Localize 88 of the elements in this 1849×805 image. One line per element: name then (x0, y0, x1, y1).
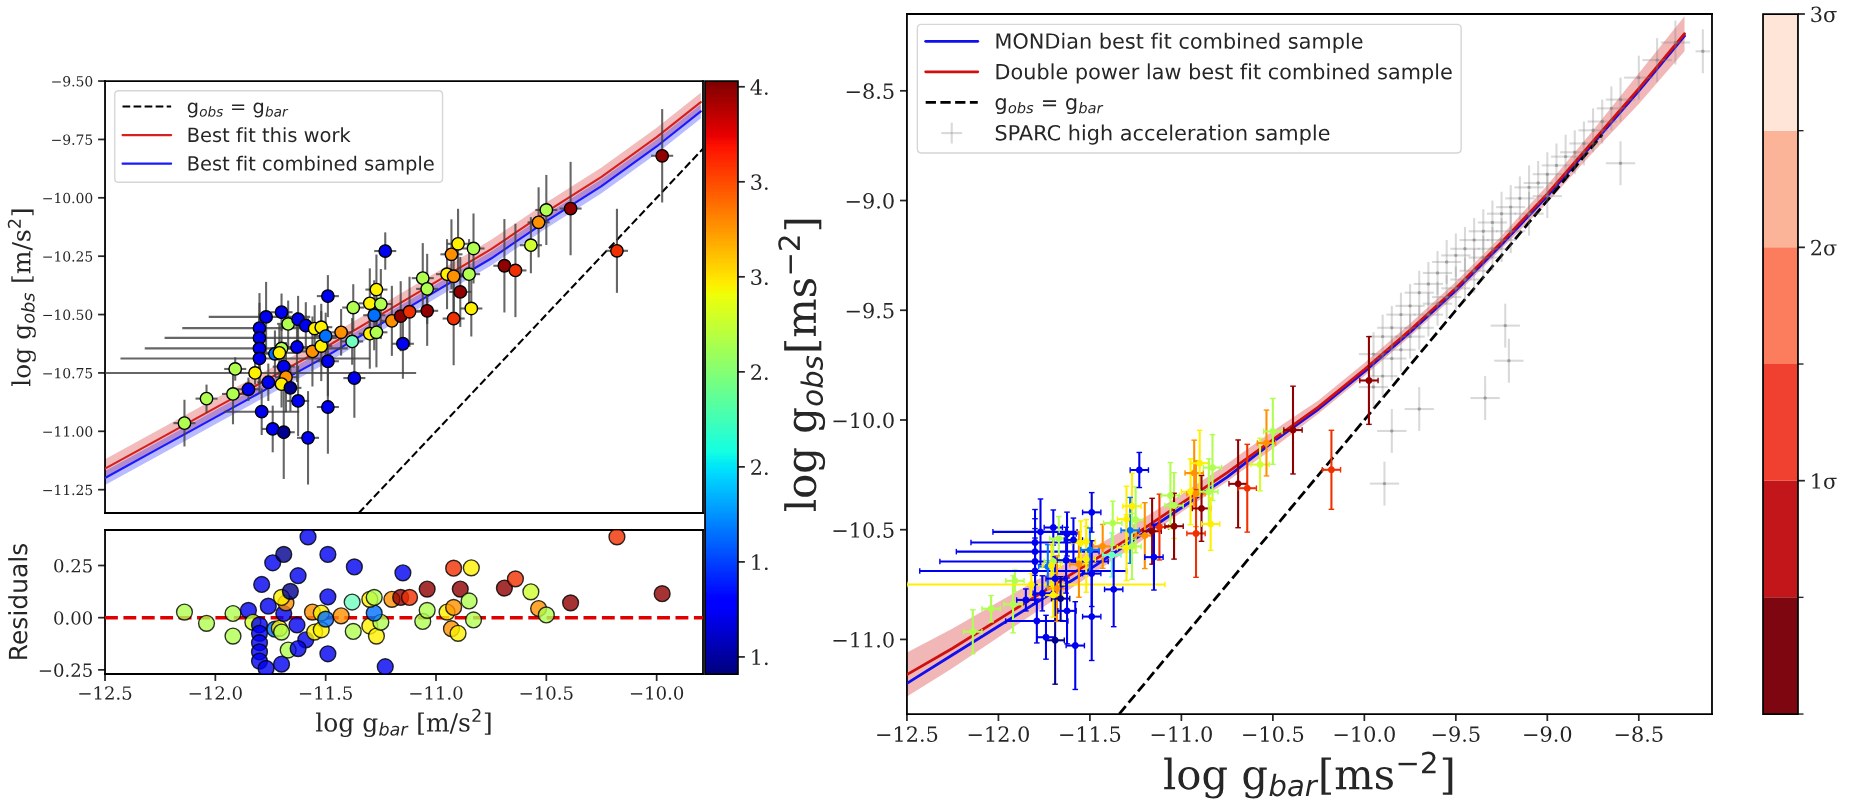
x-tick-label: −11.5 (299, 686, 352, 700)
y-axis-title: Residuals (8, 543, 28, 659)
legend-label: Best fit this work (188, 127, 351, 143)
point (1380, 334, 1385, 339)
y-tick-label: −10.00 (43, 192, 93, 204)
point (1509, 205, 1513, 209)
legend-label: g$_{obs}$ = g$_{bar}$ (187, 102, 289, 118)
point (1408, 304, 1412, 308)
y-tick-label: −9.50 (52, 76, 93, 87)
x-axis-title: log g$_{bar}$[ms$^{−2}$] (1164, 751, 1453, 799)
legend-label: Double power law best fit combined sample (996, 63, 1452, 84)
x-tick-label: −10.0 (630, 686, 684, 700)
y-tick-label: −11.00 (43, 426, 93, 437)
point (1655, 58, 1659, 62)
y-tick-label: −10.50 (43, 309, 93, 321)
color-bar-label: 2. (751, 364, 768, 381)
point (1481, 255, 1485, 260)
point (1444, 295, 1449, 299)
x-tick-label: −11.5 (1060, 726, 1121, 742)
legend-label: MONDian best fit combined sample (996, 32, 1363, 53)
point (1591, 128, 1595, 133)
y-tick-label: −9.0 (846, 192, 894, 209)
color-bar-label: 1σ (1812, 473, 1837, 489)
legend-label: Best fit combined sample (188, 155, 434, 175)
point (1454, 253, 1458, 258)
point (1618, 97, 1623, 102)
point (1563, 154, 1568, 159)
point (1673, 40, 1678, 45)
point (1399, 348, 1403, 352)
point (1600, 119, 1604, 124)
x-axis-title: log g$_{bar}$ [m/s$^{2}$] (315, 708, 491, 737)
point (1390, 429, 1394, 433)
y-tick-label: −10.75 (43, 367, 93, 379)
y-tick-label: −10.0 (833, 412, 894, 429)
y-axis-title: log g$_{obs}$ [m/s$^{2}$] (7, 209, 36, 387)
y-tick-label: −10.25 (43, 251, 93, 262)
color-bar-label: 3. (751, 174, 768, 190)
point (1507, 359, 1511, 363)
x-tick-label: −10.5 (1243, 726, 1304, 742)
color-bar-label: 1. (752, 554, 768, 571)
point (1435, 301, 1440, 306)
x-tick-label: −10.0 (1334, 726, 1395, 742)
point (1426, 282, 1431, 286)
point (1618, 161, 1623, 165)
point (1380, 374, 1385, 378)
x-tick-label: −10.5 (520, 686, 573, 700)
color-bar-label: 3σ (1811, 6, 1837, 23)
y-tick-label: −0.25 (39, 663, 92, 677)
x-tick-label: −8.5 (1615, 726, 1663, 742)
color-bar-label: 2σ (1811, 239, 1837, 256)
point (1499, 212, 1504, 216)
x-tick-label: −12.5 (79, 686, 132, 700)
point (1545, 194, 1550, 198)
color-bar-label: 1. (752, 649, 768, 666)
point (1472, 238, 1476, 242)
y-tick-label: −9.75 (52, 134, 93, 145)
x-tick-label: −11.0 (410, 686, 463, 700)
x-tick-label: −12.5 (877, 726, 938, 742)
point (1536, 181, 1540, 185)
point (1417, 407, 1421, 411)
x-tick-label: −9.0 (1524, 726, 1572, 742)
point (1463, 247, 1467, 251)
color-bar-label: 4. (750, 79, 768, 95)
x-tick-label: −12.0 (968, 726, 1029, 742)
y-tick-label: −8.5 (846, 83, 894, 100)
point (1483, 396, 1487, 400)
y-tick-label: −11.0 (833, 631, 894, 648)
point (1382, 481, 1387, 486)
y-tick-label: −9.5 (846, 302, 894, 319)
y-tick-label: 0.25 (54, 558, 92, 573)
point (1490, 220, 1495, 225)
point (1609, 106, 1614, 111)
y-axis-title: log g$_{obs}$[ms$^{−2}$] (778, 219, 826, 511)
x-tick-label: −11.0 (1151, 726, 1212, 742)
y-tick-label: −11.25 (43, 484, 93, 496)
point (1518, 196, 1522, 201)
x-tick-label: −12.0 (189, 686, 242, 700)
legend-label: SPARC high acceleration sample (995, 124, 1330, 145)
legend-label: g$_{obs}$ = g$_{bar}$ (995, 98, 1104, 115)
point (1472, 269, 1476, 273)
point (1390, 356, 1394, 361)
point (1426, 312, 1431, 317)
y-tick-label: −10.5 (833, 522, 894, 538)
y-tick-label: 0.00 (54, 611, 93, 625)
color-bar-label: 2. (751, 459, 768, 476)
color-bar-label: 3. (751, 269, 768, 286)
x-tick-label: −9.5 (1432, 726, 1480, 742)
point (1554, 163, 1559, 168)
